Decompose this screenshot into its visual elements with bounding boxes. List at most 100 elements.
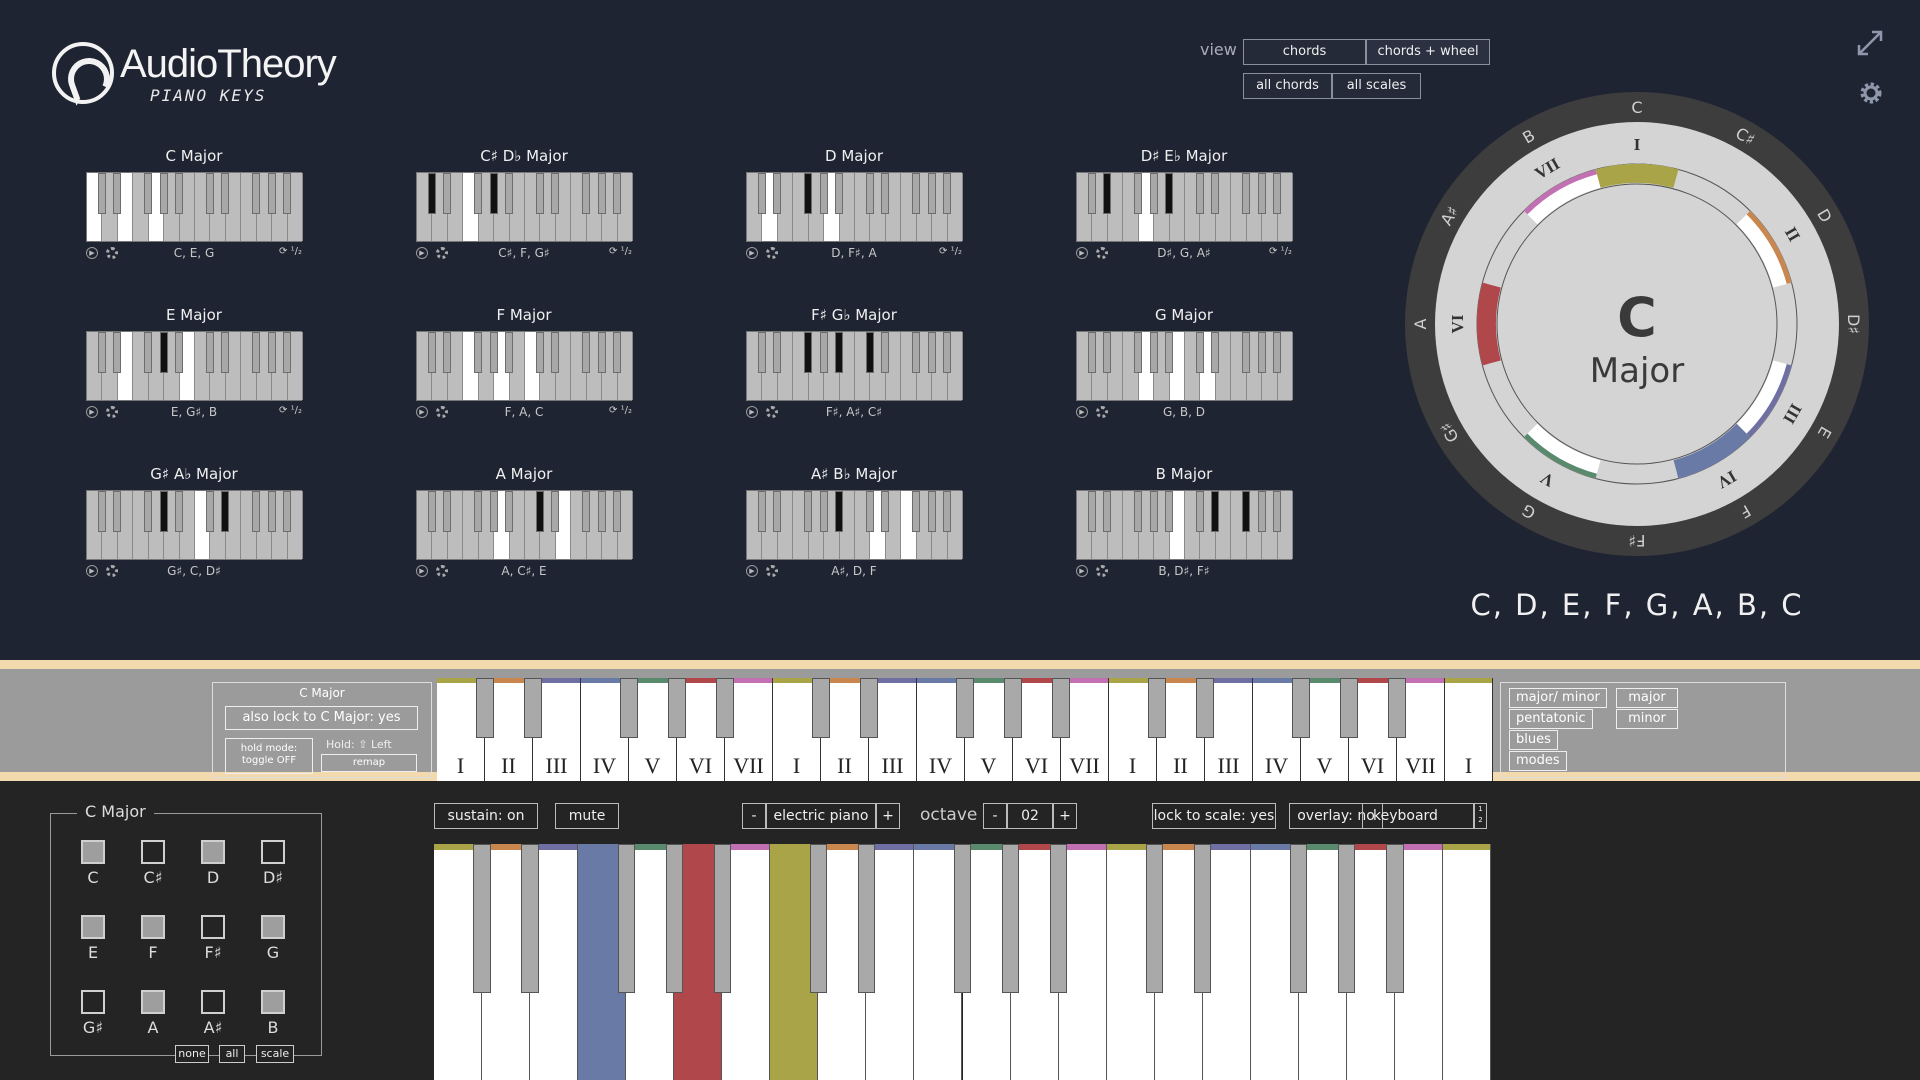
scale-type-modes[interactable]: modes: [1509, 751, 1567, 771]
mode-major-button[interactable]: major: [1616, 688, 1678, 708]
chord-keyboard[interactable]: [746, 172, 963, 242]
settings-icon[interactable]: [106, 565, 118, 577]
inversion-icon[interactable]: ⟳ ¹/₂: [1269, 246, 1292, 257]
select-none-button[interactable]: none: [175, 1045, 209, 1063]
white-key[interactable]: [1442, 844, 1491, 1080]
note-toggle[interactable]: A♯: [193, 990, 233, 1050]
note-toggle[interactable]: F: [133, 915, 173, 975]
black-key[interactable]: [665, 844, 683, 993]
hold-mode-button[interactable]: hold mode: toggle OFF: [225, 738, 313, 774]
chord-card[interactable]: C Major ▶ C, E, G ⟳ ¹/₂: [86, 147, 303, 267]
chord-keyboard[interactable]: [86, 490, 303, 560]
black-key[interactable]: [1001, 844, 1020, 993]
settings-icon[interactable]: [766, 247, 778, 259]
black-key[interactable]: [473, 844, 491, 993]
note-checkbox[interactable]: [141, 840, 165, 864]
play-icon[interactable]: ▶: [746, 247, 758, 259]
settings-icon[interactable]: [1096, 247, 1108, 259]
settings-icon[interactable]: [766, 406, 778, 418]
chord-card[interactable]: F Major ▶ F, A, C ⟳ ¹/₂: [416, 306, 633, 426]
chord-keyboard[interactable]: [86, 331, 303, 401]
black-key[interactable]: [1146, 844, 1164, 993]
play-icon[interactable]: ▶: [416, 247, 428, 259]
black-key[interactable]: [1386, 844, 1404, 993]
note-checkbox[interactable]: [141, 915, 165, 939]
note-toggle[interactable]: G: [253, 915, 293, 975]
chord-keyboard[interactable]: [746, 490, 963, 560]
instrument-next-button[interactable]: +: [876, 803, 900, 829]
play-icon[interactable]: ▶: [86, 247, 98, 259]
note-toggle[interactable]: B: [253, 990, 293, 1050]
black-key[interactable]: [1004, 678, 1022, 738]
black-key[interactable]: [1292, 678, 1310, 738]
settings-icon[interactable]: [106, 247, 118, 259]
settings-icon[interactable]: [1096, 406, 1108, 418]
view-chords-button[interactable]: chords: [1243, 39, 1366, 65]
black-key[interactable]: [953, 844, 972, 993]
chord-keyboard[interactable]: [416, 331, 633, 401]
play-icon[interactable]: ▶: [746, 406, 758, 418]
play-icon[interactable]: ▶: [86, 565, 98, 577]
note-toggle[interactable]: A: [133, 990, 173, 1050]
black-key[interactable]: [1052, 678, 1070, 738]
scale-type-pentatonic[interactable]: pentatonic: [1509, 709, 1593, 729]
mode-minor-button[interactable]: minor: [1616, 709, 1678, 729]
black-key[interactable]: [812, 678, 830, 738]
instrument-select[interactable]: electric piano: [766, 803, 876, 829]
black-key[interactable]: [1049, 844, 1068, 993]
note-toggle[interactable]: D♯: [253, 840, 293, 900]
black-key[interactable]: [1340, 678, 1358, 738]
black-key[interactable]: [716, 678, 734, 738]
black-key[interactable]: [1194, 844, 1212, 993]
chord-card[interactable]: D♯ E♭ Major ▶ D♯, G, A♯ ⟳ ¹/₂: [1076, 147, 1293, 267]
keyboard-count-toggle[interactable]: 1 2: [1474, 803, 1487, 829]
play-icon[interactable]: ▶: [86, 406, 98, 418]
chord-card[interactable]: B Major ▶ B, D♯, F♯: [1076, 465, 1293, 585]
chord-card[interactable]: E Major ▶ E, G♯, B ⟳ ¹/₂: [86, 306, 303, 426]
chord-keyboard[interactable]: [1076, 172, 1293, 242]
note-toggle[interactable]: F♯: [193, 915, 233, 975]
settings-icon[interactable]: [106, 406, 118, 418]
white-key[interactable]: VII: [1061, 678, 1109, 781]
black-key[interactable]: [713, 844, 731, 993]
lock-to-scale-toggle[interactable]: lock to scale: yes: [1152, 803, 1276, 829]
chord-card[interactable]: F♯ G♭ Major ▶ F♯, A♯, C♯: [746, 306, 963, 426]
black-key[interactable]: [620, 678, 638, 738]
play-icon[interactable]: ▶: [1076, 406, 1088, 418]
black-key[interactable]: [668, 678, 686, 738]
note-checkbox[interactable]: [81, 840, 105, 864]
octave-up-button[interactable]: +: [1053, 803, 1077, 829]
settings-icon[interactable]: [436, 247, 448, 259]
chord-keyboard[interactable]: [746, 331, 963, 401]
gear-icon[interactable]: [1856, 78, 1886, 115]
note-checkbox[interactable]: [201, 915, 225, 939]
inversion-icon[interactable]: ⟳ ¹/₂: [939, 246, 962, 257]
white-key[interactable]: I: [1445, 678, 1493, 781]
note-checkbox[interactable]: [201, 990, 225, 1014]
play-icon[interactable]: ▶: [416, 565, 428, 577]
play-icon[interactable]: ▶: [416, 406, 428, 418]
overlay-toggle[interactable]: overlay: no: [1289, 803, 1383, 829]
chord-keyboard[interactable]: [416, 172, 633, 242]
black-key[interactable]: [1338, 844, 1356, 993]
black-key[interactable]: [860, 678, 878, 738]
chord-keyboard[interactable]: [1076, 331, 1293, 401]
note-checkbox[interactable]: [261, 990, 285, 1014]
view-chords-wheel-button[interactable]: chords + wheel: [1366, 39, 1490, 65]
remap-button[interactable]: remap: [321, 754, 417, 772]
note-checkbox[interactable]: [261, 915, 285, 939]
chord-card[interactable]: D Major ▶ D, F♯, A ⟳ ¹/₂: [746, 147, 963, 267]
note-checkbox[interactable]: [81, 990, 105, 1014]
settings-icon[interactable]: [436, 565, 448, 577]
note-checkbox[interactable]: [141, 990, 165, 1014]
black-key[interactable]: [524, 678, 542, 738]
inversion-icon[interactable]: ⟳ ¹/₂: [279, 246, 302, 257]
mute-button[interactable]: mute: [555, 803, 619, 829]
note-toggle[interactable]: D: [193, 840, 233, 900]
main-piano-keyboard[interactable]: [434, 844, 1491, 1080]
black-key[interactable]: [521, 844, 539, 993]
note-toggle[interactable]: C: [73, 840, 113, 900]
inversion-icon[interactable]: ⟳ ¹/₂: [609, 405, 632, 416]
select-scale-button[interactable]: scale: [256, 1045, 294, 1063]
black-key[interactable]: [1148, 678, 1166, 738]
